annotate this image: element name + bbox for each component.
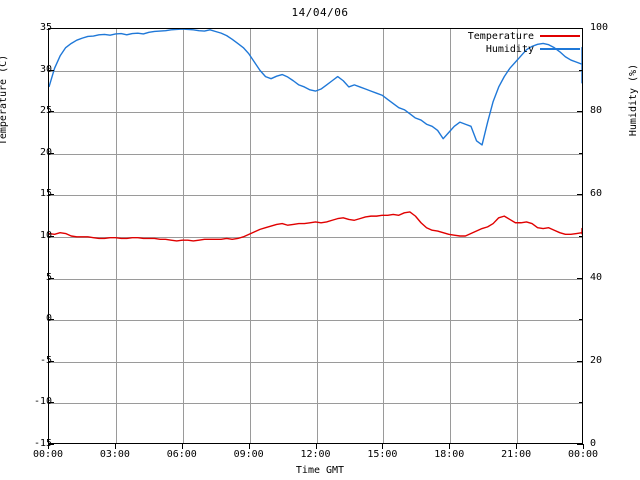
y-axis-right-tick-label: 80	[590, 105, 603, 117]
x-axis-tick-mark	[115, 444, 116, 449]
legend-swatch-temperature	[540, 35, 580, 37]
y-axis-left-tick-label: 15	[39, 188, 52, 200]
y-axis-right-tick-mark	[577, 361, 583, 362]
y-axis-left-tick-label: 25	[39, 105, 52, 117]
x-axis-tick-mark	[316, 444, 317, 449]
gridline-vertical	[317, 29, 318, 443]
x-axis-tick-mark	[382, 444, 383, 449]
legend-swatch-humidity	[540, 48, 580, 50]
gridline-vertical	[517, 29, 518, 443]
y-axis-right-minor-tick-mark	[579, 236, 583, 237]
gridline-vertical	[450, 29, 451, 443]
x-axis-tick-label: 18:00	[434, 449, 465, 460]
y-axis-right-minor-tick-mark	[579, 402, 583, 403]
gridline-vertical	[183, 29, 184, 443]
gridline-horizontal	[49, 112, 582, 113]
y-axis-right-tick-mark	[577, 444, 583, 445]
y-axis-right-minor-tick-mark	[579, 319, 583, 320]
gridline-horizontal	[49, 195, 582, 196]
y-axis-right-tick-label: 100	[590, 22, 609, 33]
y-axis-right-tick-mark	[577, 194, 583, 195]
y-axis-left-tick-mark	[48, 402, 54, 403]
legend-label-humidity: Humidity	[485, 43, 534, 55]
y-axis-right-tick-mark	[577, 278, 583, 279]
legend-item-temperature: Temperature	[440, 30, 580, 42]
x-axis-tick-label: 03:00	[99, 449, 130, 460]
x-axis-tick-mark	[249, 444, 250, 449]
gridline-horizontal	[49, 403, 582, 404]
legend: Temperature Humidity	[440, 30, 580, 56]
y-axis-left-tick-mark	[48, 278, 54, 279]
y-axis-left-label: Temperature (C)	[0, 54, 9, 146]
y-axis-right-tick-label: 20	[590, 354, 603, 366]
y-axis-left-tick-mark	[48, 361, 54, 362]
x-axis-tick-mark	[583, 444, 584, 449]
x-axis-tick-label: 00:00	[32, 449, 64, 460]
x-axis-tick-mark	[48, 444, 49, 449]
y-axis-left-tick-label: 35	[39, 22, 52, 33]
y-axis-left-tick-mark	[48, 153, 54, 154]
series-line-humidity	[49, 29, 582, 146]
gridline-horizontal	[49, 320, 582, 321]
y-axis-right-minor-tick-mark	[579, 70, 583, 71]
gridline-vertical	[383, 29, 384, 443]
legend-label-temperature: Temperature	[467, 30, 534, 42]
series-line-temperature	[49, 211, 582, 242]
y-axis-left-tick-mark	[48, 444, 54, 445]
series-layer	[49, 29, 582, 242]
x-axis-tick-label: 09:00	[233, 449, 264, 460]
y-axis-left-tick-mark	[48, 319, 54, 320]
legend-item-humidity: Humidity	[440, 43, 580, 55]
x-axis-tick-label: 06:00	[166, 449, 197, 460]
x-axis-tick-label: 00:00	[567, 449, 599, 460]
gridline-horizontal	[49, 362, 582, 363]
gridline-horizontal	[49, 279, 582, 280]
y-axis-right-tick-label: 0	[590, 438, 597, 449]
y-axis-left-tick-label: -10	[33, 396, 52, 408]
gridline-horizontal	[49, 71, 582, 72]
y-axis-left-tick-label: -15	[33, 438, 52, 449]
chart-title: 14/04/06	[291, 6, 349, 19]
y-axis-right-minor-tick-mark	[579, 153, 583, 154]
y-axis-right-tick-mark	[577, 28, 583, 29]
y-axis-right-tick-label: 40	[590, 271, 603, 283]
gridline-horizontal	[49, 154, 582, 155]
x-axis-tick-label: 15:00	[367, 449, 398, 460]
gridline-horizontal	[49, 237, 582, 238]
x-axis-tick-mark	[182, 444, 183, 449]
y-axis-left-tick-mark	[48, 70, 54, 71]
y-axis-left-tick-label: -5	[39, 354, 52, 366]
x-axis-label: Time GMT	[295, 465, 345, 476]
y-axis-left-tick-label: 0	[12, 313, 52, 324]
gridline-vertical	[250, 29, 251, 443]
y-axis-right-label: Humidity (%)	[628, 63, 639, 137]
x-axis-tick-label: 21:00	[501, 449, 532, 460]
y-axis-left-tick-label: 10	[39, 230, 52, 241]
y-axis-left-tick-label: 5	[12, 272, 52, 283]
plot-area	[48, 28, 583, 444]
x-axis-tick-mark	[449, 444, 450, 449]
y-axis-right-tick-mark	[577, 111, 583, 112]
y-axis-left-tick-label: 30	[39, 63, 52, 75]
y-axis-left-tick-mark	[48, 28, 54, 29]
y-axis-left-tick-mark	[48, 111, 54, 112]
y-axis-right-tick-label: 60	[590, 188, 603, 200]
y-axis-left-tick-mark	[48, 236, 54, 237]
x-axis-tick-label: 12:00	[300, 449, 331, 460]
y-axis-left-tick-label: 20	[39, 146, 52, 158]
y-axis-left-tick-mark	[48, 194, 54, 195]
x-axis-tick-mark	[516, 444, 517, 449]
gridline-vertical	[116, 29, 117, 443]
